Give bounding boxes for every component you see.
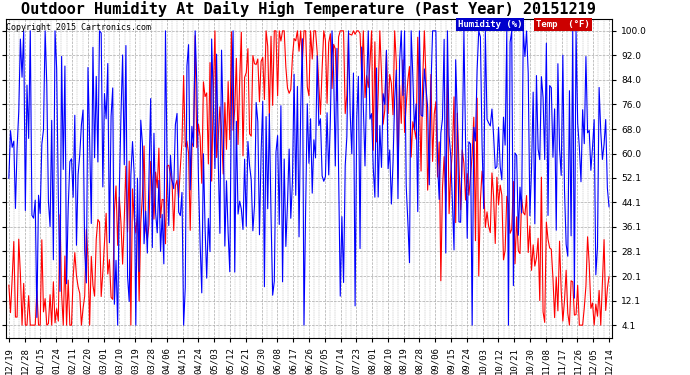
Text: Temp  (°F): Temp (°F) <box>536 20 590 29</box>
Text: Copyright 2015 Cartronics.com: Copyright 2015 Cartronics.com <box>6 23 151 32</box>
Text: Humidity (%): Humidity (%) <box>457 20 522 29</box>
Title: Outdoor Humidity At Daily High Temperature (Past Year) 20151219: Outdoor Humidity At Daily High Temperatu… <box>21 2 596 17</box>
